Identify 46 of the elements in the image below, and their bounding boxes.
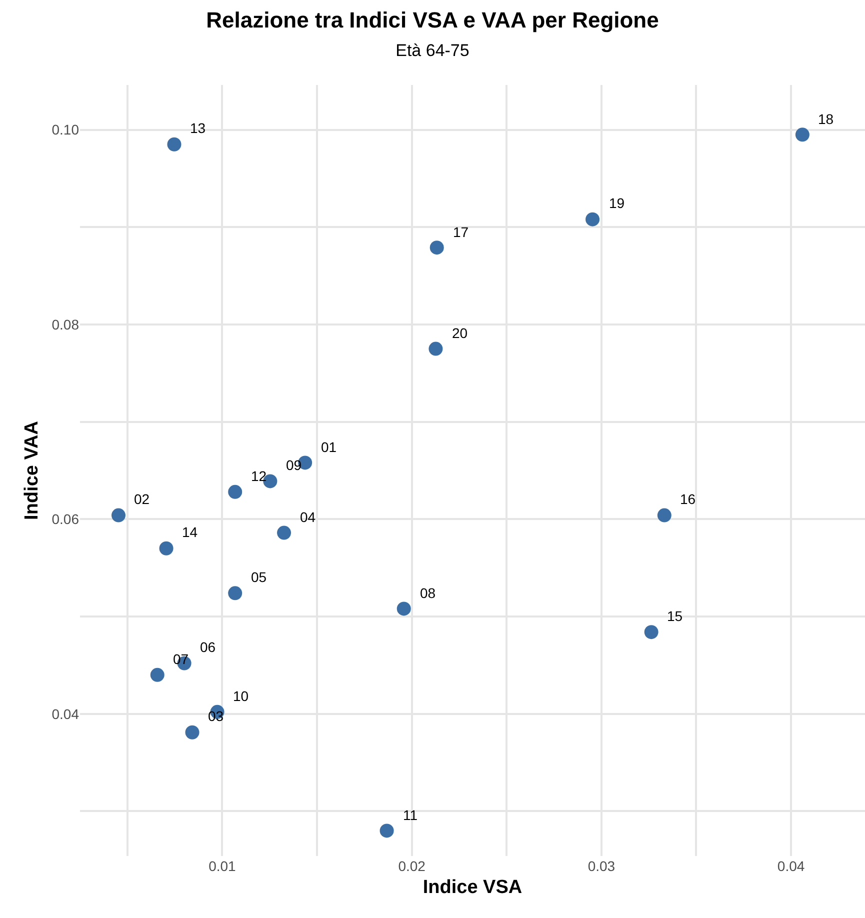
point <box>430 240 444 255</box>
point <box>380 824 394 838</box>
point <box>277 526 292 540</box>
annotation: 16 <box>680 491 696 507</box>
y-tick-label: 0.06 <box>52 511 80 528</box>
point <box>795 128 810 142</box>
point <box>228 484 242 499</box>
x-tick-label: 0.01 <box>208 858 236 874</box>
y-tick-label: 0.08 <box>52 316 80 332</box>
y-tick-label: 0.04 <box>52 706 80 722</box>
point <box>657 508 672 522</box>
annotation: 17 <box>453 224 469 240</box>
annotation: 09 <box>286 457 302 473</box>
y-tick-label: 0.10 <box>52 122 80 138</box>
annotation: 14 <box>182 524 198 540</box>
annotation: 06 <box>200 639 216 655</box>
x-tick-label: 0.04 <box>777 858 805 874</box>
annotation: 18 <box>818 111 834 127</box>
x-tick-label: 0.03 <box>588 858 616 874</box>
annotation: 19 <box>609 195 625 211</box>
point <box>167 137 182 152</box>
point <box>586 212 600 226</box>
annotation: 11 <box>403 807 418 823</box>
annotation: 20 <box>452 325 468 341</box>
annotation: 13 <box>190 120 206 136</box>
point <box>159 541 174 556</box>
point <box>228 586 242 600</box>
annotation: 08 <box>420 585 436 601</box>
annotation: 01 <box>321 439 337 455</box>
point <box>150 668 164 682</box>
annotation: 15 <box>667 608 683 624</box>
chart-subtitle: Età 64-75 <box>396 41 470 60</box>
annotation: 05 <box>251 569 267 585</box>
point <box>185 725 200 740</box>
annotation: 12 <box>251 468 267 484</box>
point <box>111 508 126 522</box>
x-tick-label: 0.02 <box>398 858 426 874</box>
point <box>428 342 443 356</box>
y-axis-title: Indice VAA <box>22 420 43 520</box>
x-axis-title: Indice VSA <box>422 876 522 898</box>
annotation: 02 <box>134 491 150 507</box>
annotation: 04 <box>300 509 316 525</box>
annotation: 10 <box>233 688 249 704</box>
chart-title: Relazione tra Indici VSA e VAA per Regione <box>206 8 659 33</box>
point <box>644 625 658 640</box>
point <box>396 602 411 616</box>
